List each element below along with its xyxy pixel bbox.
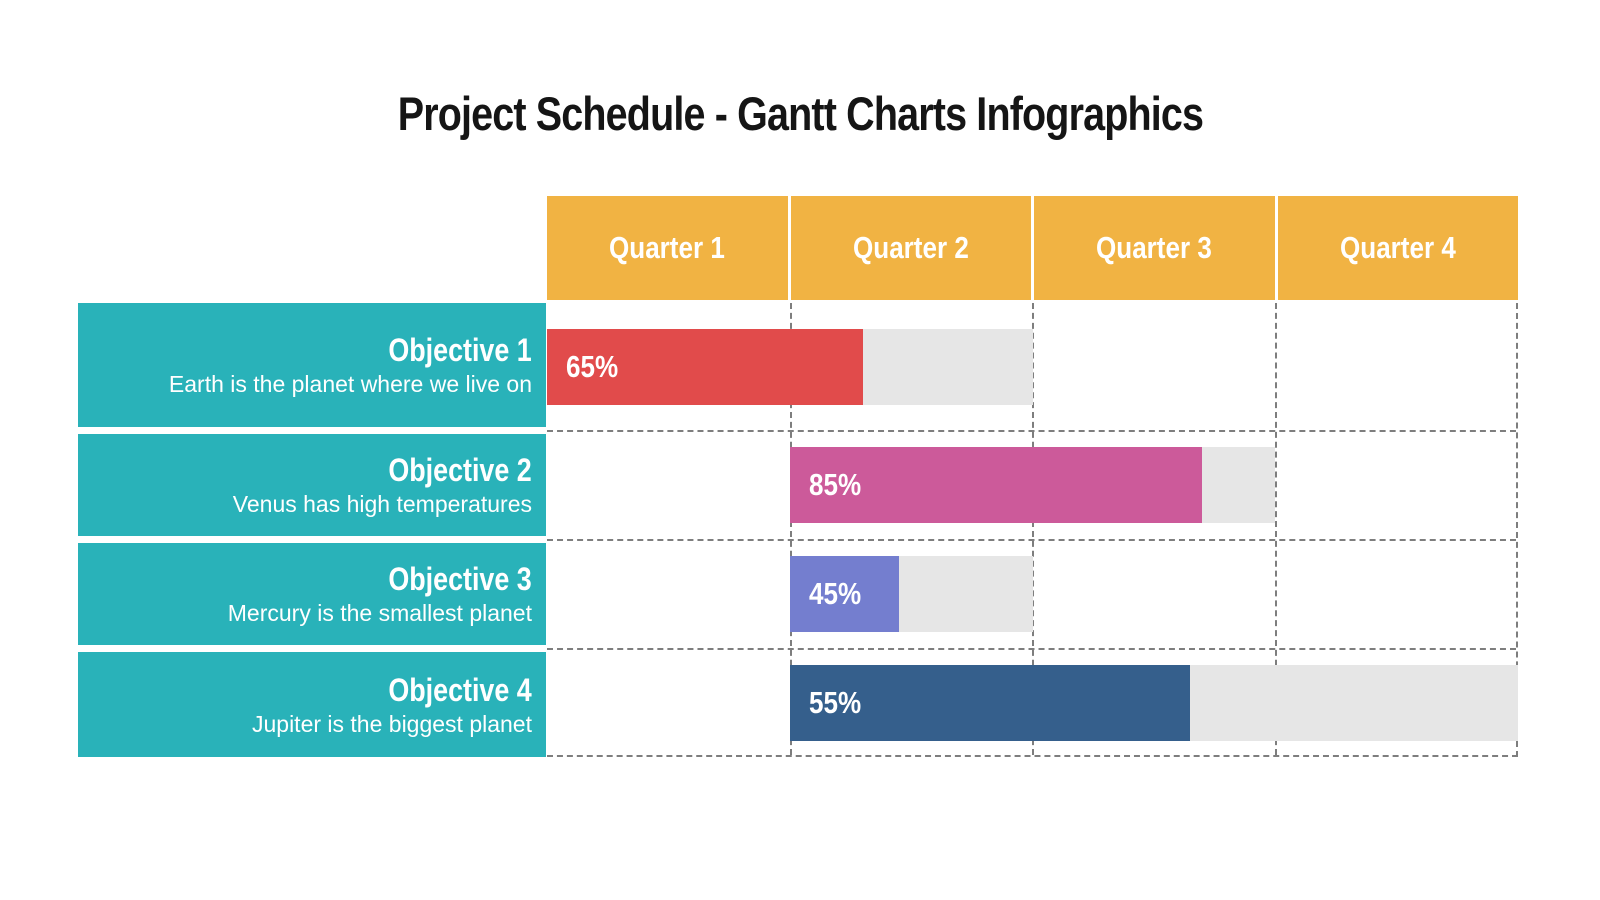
quarter-header-row: Quarter 1 Quarter 2 Quarter 3 Quarter 4 [547, 196, 1518, 300]
grid-vline-q3-q4 [1275, 303, 1277, 755]
objective-3-description: Mercury is the smallest planet [227, 600, 532, 627]
objective-row-3: Objective 3 Mercury is the smallest plan… [78, 543, 546, 645]
gantt-grid: 65% 85% 45% 55% [547, 303, 1518, 757]
objective-4-description: Jupiter is the biggest planet [251, 710, 532, 737]
grid-vline-q1-q2 [790, 303, 792, 755]
bar-fill-objective-2: 85% [789, 446, 1203, 523]
bar-track-objective-1: 65% [547, 328, 1033, 405]
bar-track-objective-3: 45% [789, 555, 1033, 632]
page-title: Project Schedule - Gantt Charts Infograp… [0, 86, 1600, 141]
quarter-3-label: Quarter 3 [1096, 230, 1213, 265]
bar-percent-objective-4: 55% [808, 684, 861, 720]
header-cell-quarter-3: Quarter 3 [1034, 196, 1275, 300]
grid-hline-row1-row2 [547, 430, 1516, 432]
bar-track-objective-4: 55% [789, 664, 1518, 741]
objective-3-title: Objective 3 [388, 561, 532, 598]
header-cell-quarter-2: Quarter 2 [790, 196, 1031, 300]
grid-hline-row3-row4 [547, 648, 1516, 650]
objective-row-4: Objective 4 Jupiter is the biggest plane… [78, 652, 546, 757]
objective-1-title: Objective 1 [388, 332, 532, 369]
objective-row-2: Objective 2 Venus has high temperatures [78, 434, 546, 536]
objective-row-1: Objective 1 Earth is the planet where we… [78, 303, 546, 427]
bar-fill-objective-3: 45% [789, 555, 899, 632]
header-cell-quarter-4: Quarter 4 [1277, 196, 1518, 300]
grid-hline-row2-row3 [547, 539, 1516, 541]
objective-1-description: Earth is the planet where we live on [168, 371, 532, 398]
quarter-1-label: Quarter 1 [609, 230, 726, 265]
quarter-4-label: Quarter 4 [1339, 230, 1456, 265]
header-cell-quarter-1: Quarter 1 [547, 196, 788, 300]
quarter-2-label: Quarter 2 [852, 230, 969, 265]
page-title-text: Project Schedule - Gantt Charts Infograp… [397, 87, 1203, 140]
bar-fill-objective-1: 65% [547, 328, 863, 405]
objective-2-description: Venus has high temperatures [232, 491, 532, 518]
objective-2-title: Objective 2 [388, 452, 532, 489]
bar-track-objective-2: 85% [789, 446, 1276, 523]
grid-vline-q2-q3 [1032, 303, 1034, 755]
bar-percent-objective-3: 45% [808, 575, 861, 611]
objective-4-title: Objective 4 [388, 671, 532, 708]
bar-percent-objective-2: 85% [808, 466, 861, 502]
bar-percent-objective-1: 65% [566, 348, 619, 384]
bar-fill-objective-4: 55% [789, 664, 1191, 741]
